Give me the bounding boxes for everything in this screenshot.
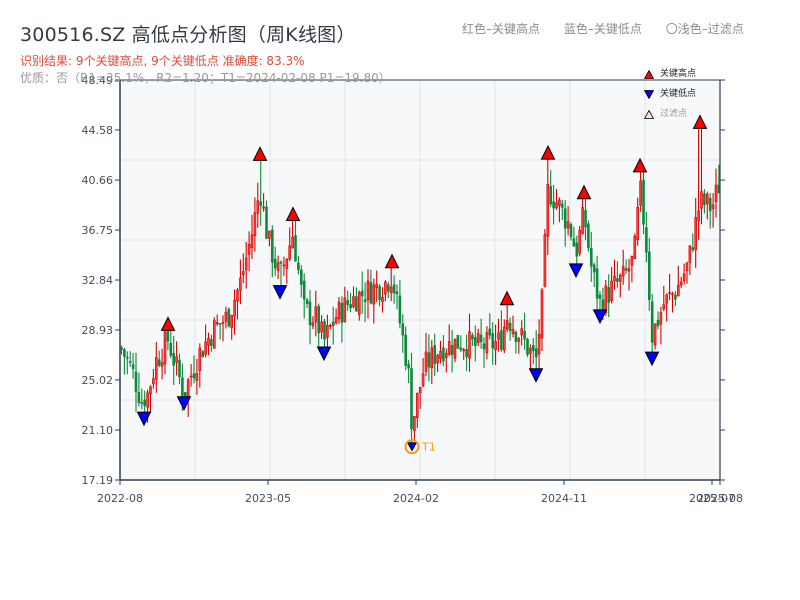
triangle-outline-icon bbox=[644, 109, 654, 119]
key-high-marker bbox=[692, 114, 708, 129]
key-high-marker bbox=[252, 146, 268, 161]
key-low-marker bbox=[644, 351, 660, 367]
key-high-marker bbox=[540, 144, 556, 160]
t1-label: T1 bbox=[421, 441, 436, 454]
quality-info: 优质：否（R1=35.1%，R2=1.20；T1=2024-02-08 P1=1… bbox=[20, 71, 391, 85]
y-tick-label: 36.75 bbox=[82, 224, 114, 237]
key-low-marker bbox=[272, 285, 288, 300]
marker-legend: 关键高点 关键低点 过滤点 bbox=[644, 64, 696, 124]
t1-low-marker: T1 bbox=[404, 439, 436, 455]
legend-item-low[interactable]: 关键低点 bbox=[644, 84, 696, 104]
legend-item-high[interactable]: 关键高点 bbox=[644, 64, 696, 84]
key-high-marker bbox=[384, 253, 400, 269]
y-tick-label: 28.93 bbox=[82, 324, 114, 337]
y-tick-label: 25.02 bbox=[82, 374, 114, 387]
key-low-marker bbox=[316, 346, 332, 362]
legend-item-filtered[interactable]: 过滤点 bbox=[644, 104, 696, 124]
key-low-marker bbox=[528, 368, 544, 383]
chart-title: 300516.SZ 高低点分析图（周K线图） bbox=[20, 24, 356, 46]
key-high-marker bbox=[499, 290, 515, 306]
triangle-down-icon bbox=[644, 89, 654, 99]
y-tick-label: 44.58 bbox=[82, 124, 114, 137]
key-low-marker bbox=[136, 411, 152, 427]
candles bbox=[120, 128, 721, 447]
legend-low-label: 关键低点 bbox=[660, 89, 697, 99]
key-low-marker bbox=[176, 396, 192, 411]
legend-red-text: 红色–关键高点 bbox=[462, 22, 541, 36]
y-tick-label: 17.19 bbox=[82, 474, 114, 487]
key-high-marker bbox=[160, 316, 176, 331]
legend-light-text: 〇浅色–过滤点 bbox=[665, 22, 744, 36]
legend-high-label: 关键高点 bbox=[660, 69, 697, 79]
legend-blue-text: 蓝色–关键低点 bbox=[563, 22, 642, 36]
x-tick-label: 2022-08 bbox=[97, 492, 143, 505]
x-tick-label: 2023-05 bbox=[245, 492, 291, 505]
key-high-marker bbox=[285, 206, 301, 221]
y-tick-label: 48.49 bbox=[82, 74, 114, 87]
x-tick-label: 2025-08 bbox=[697, 492, 743, 505]
triangle-up-icon bbox=[644, 69, 654, 79]
key-high-marker bbox=[632, 157, 648, 173]
y-tick-label: 40.66 bbox=[82, 174, 114, 187]
y-tick-label: 21.10 bbox=[82, 424, 114, 437]
legend-filtered-label: 过滤点 bbox=[660, 109, 688, 119]
x-tick-label: 2024-02 bbox=[393, 492, 439, 505]
key-point-markers: T1 bbox=[136, 114, 708, 455]
key-low-marker bbox=[592, 309, 608, 325]
color-legend: 红色–关键高点 蓝色–关键低点 〇浅色–过滤点 bbox=[462, 20, 744, 37]
key-high-marker bbox=[576, 184, 592, 200]
axes: 17.19 21.10 25.02 28.93 32.84 36.75 40.66 44.58… bbox=[82, 74, 743, 505]
recognition-result: 识别结果: 9个关键高点, 9个关键低点 准确度: 83.3% bbox=[20, 54, 305, 68]
key-low-marker bbox=[568, 263, 584, 279]
x-tick-label: 2024-11 bbox=[541, 492, 587, 505]
x-tick-label: 2025-07 bbox=[689, 492, 735, 505]
y-tick-label: 32.84 bbox=[82, 274, 114, 287]
